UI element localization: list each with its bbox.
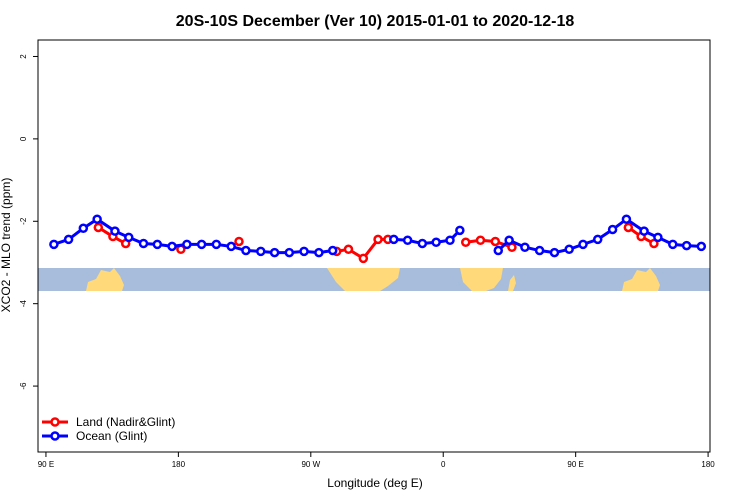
data-point [402, 235, 413, 245]
data-point [592, 234, 603, 245]
data-point [681, 240, 692, 251]
data-point [226, 241, 236, 252]
legend-marker [50, 417, 60, 427]
data-point [373, 234, 383, 245]
data-point [138, 238, 149, 249]
y-tick-label: -2 [19, 217, 28, 225]
data-point [607, 224, 618, 235]
data-point [211, 239, 222, 250]
plot-frame [37, 39, 711, 453]
data-point [299, 246, 309, 257]
data-point [256, 246, 266, 257]
data-point [78, 223, 89, 234]
x-tick-label: 90 E [567, 460, 583, 469]
data-point [110, 226, 120, 236]
data-point [314, 247, 324, 258]
data-point [196, 239, 207, 250]
x-tick-label: 90 E [38, 460, 54, 469]
data-point [241, 245, 251, 256]
data-point [623, 222, 634, 233]
data-point [696, 241, 707, 252]
data-point [504, 235, 514, 245]
data-point [649, 238, 659, 249]
data-point [152, 239, 163, 250]
data-point [431, 237, 441, 248]
y-tick-label: 2 [19, 54, 28, 59]
x-tick-label: 180 [172, 460, 186, 469]
data-point [167, 241, 177, 252]
data-point [63, 234, 74, 245]
data-point [93, 222, 104, 233]
data-point [668, 239, 678, 250]
data-point [389, 234, 399, 245]
x-axis-label: Longitude (deg E) [327, 476, 422, 490]
data-point [534, 245, 545, 256]
data-point [578, 239, 588, 250]
data-point [417, 238, 428, 249]
legend-label: Land (Nadir&Glint) [76, 415, 175, 429]
data-point [455, 225, 465, 236]
data-point [460, 237, 471, 248]
data-point [564, 244, 574, 255]
map-strip [38, 268, 710, 291]
y-tick-label: 0 [19, 136, 28, 141]
data-point [327, 245, 338, 256]
data-point [653, 232, 663, 243]
y-tick-label: -4 [19, 300, 28, 308]
y-axis-label: XCO2 - MLO trend (ppm) [0, 178, 13, 313]
chart-title: 20S-10S December (Ver 10) 2015-01-01 to … [176, 13, 575, 30]
data-point [234, 236, 244, 247]
y-tick-label: -6 [19, 382, 28, 390]
legend-marker [50, 431, 60, 441]
data-point [520, 242, 530, 252]
legend-label: Ocean (Glint) [76, 429, 147, 443]
data-point [549, 247, 560, 258]
data-point [182, 239, 192, 250]
data-point [343, 244, 354, 255]
data-point [493, 245, 504, 256]
data-point [445, 235, 455, 245]
data-point [358, 253, 369, 264]
x-tick-label: 90 W [301, 460, 320, 469]
data-point [621, 214, 632, 224]
data-point [124, 232, 134, 243]
data-point [269, 247, 280, 258]
x-tick-label: 0 [441, 460, 446, 469]
data-point [490, 236, 501, 247]
data-point [639, 226, 649, 236]
data-point [92, 214, 102, 224]
data-point [49, 239, 59, 250]
x-tick-label: 180 [701, 460, 715, 469]
data-point [284, 247, 295, 258]
data-point [475, 235, 486, 245]
